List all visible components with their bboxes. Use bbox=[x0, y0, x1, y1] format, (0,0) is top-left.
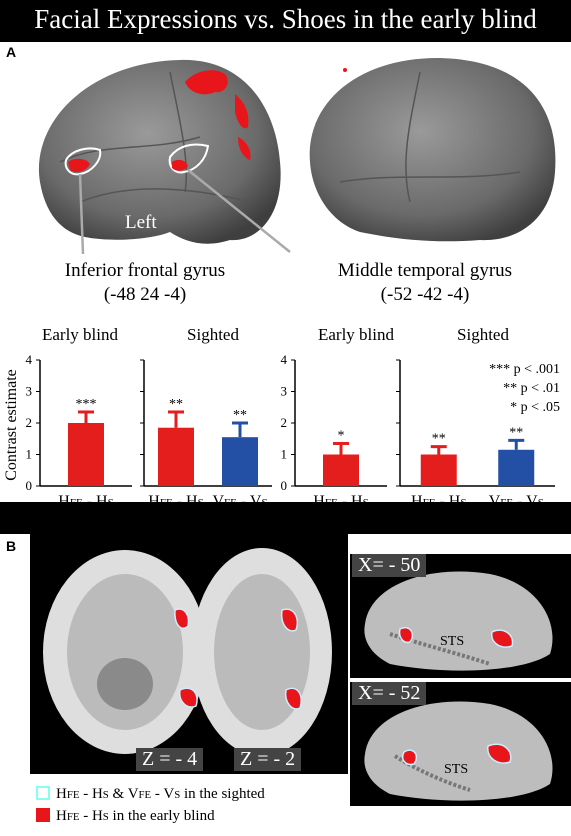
group-label-mtg-sighted: Sighted bbox=[457, 325, 509, 344]
leg0-c: - H bbox=[79, 786, 103, 802]
category-label-2-0: HFE - HS bbox=[313, 493, 368, 502]
ifg-connector-line bbox=[78, 173, 85, 255]
region1-name: Inferior frontal gyrus bbox=[64, 260, 226, 281]
leg0-d: S bbox=[102, 789, 109, 801]
group-label-ifg-sighted: Sighted bbox=[187, 325, 239, 344]
sig-1-1: ** bbox=[233, 408, 247, 423]
ytick-label-0-0: 0 bbox=[26, 478, 33, 493]
sig-legend-01: ** p < .01 bbox=[503, 381, 560, 396]
bar-0-0 bbox=[68, 423, 104, 486]
leg0-e: & V bbox=[108, 786, 139, 802]
region1-coords: (-48 24 -4) bbox=[103, 284, 187, 305]
region2-name: Middle temporal gyrus bbox=[337, 260, 513, 281]
figure-title: Facial Expressions vs. Shoes in the earl… bbox=[34, 4, 537, 34]
leg0-b: FE bbox=[66, 789, 80, 801]
leg0-g: - V bbox=[151, 786, 175, 802]
axial-slice-z4 bbox=[43, 550, 207, 754]
hemisphere-label: Left bbox=[125, 212, 157, 233]
ytick-label-2-2: 2 bbox=[281, 415, 288, 430]
mtg-connector-line bbox=[187, 169, 291, 253]
ytick-label-0-4: 4 bbox=[26, 352, 33, 367]
leg0-i: in the sighted bbox=[180, 786, 265, 802]
leg1-a: H bbox=[56, 808, 67, 824]
leg1-d: S bbox=[102, 811, 109, 823]
bar-1-0 bbox=[158, 427, 194, 486]
category-label-3-1: VFE - VS bbox=[489, 493, 544, 502]
panel-a: Left Inferior frontal gyrus (-48 24 -4) … bbox=[0, 42, 571, 502]
leg1-b: FE bbox=[66, 811, 80, 823]
sig-legend-001: *** p < .001 bbox=[489, 362, 560, 377]
leg0-h: S bbox=[174, 789, 181, 801]
panel-b-letter: B bbox=[6, 538, 17, 554]
sig-2-0: * bbox=[338, 428, 345, 443]
ytick-label-0-3: 3 bbox=[26, 384, 33, 399]
sig-0-0: *** bbox=[76, 397, 97, 412]
category-label-3-0: HFE - HS bbox=[411, 493, 466, 502]
panel-a-letter: A bbox=[6, 44, 17, 60]
panel-b: Z = - 4 Z = - 2 X= - 50 X= - 52 STS STS … bbox=[0, 534, 571, 836]
leg0-a: H bbox=[56, 786, 67, 802]
leg1-c: - H bbox=[79, 808, 103, 824]
sagittal-slice-x50 bbox=[350, 554, 571, 678]
sig-3-0: ** bbox=[432, 432, 446, 447]
ytick-label-0-2: 2 bbox=[26, 415, 33, 430]
axial-label-z4: Z = - 4 bbox=[136, 748, 204, 771]
sts-label-x52: STS bbox=[444, 762, 469, 777]
bar-3-1 bbox=[498, 449, 535, 486]
category-label-1-0: HFE - HS bbox=[148, 493, 203, 502]
leg1-e: in the early blind bbox=[108, 808, 215, 824]
activation-blobs bbox=[64, 68, 347, 176]
sig-3-1: ** bbox=[509, 425, 523, 440]
red-swatch bbox=[36, 808, 50, 822]
bar-2-0 bbox=[323, 454, 359, 486]
legend-row-early-blind: HFE - HS in the early blind bbox=[36, 808, 215, 825]
brain-renderings bbox=[38, 57, 556, 255]
bar-1-1 bbox=[222, 437, 258, 486]
ytick-label-2-0: 0 bbox=[281, 478, 288, 493]
group-label-mtg-early-blind: Early blind bbox=[317, 325, 394, 344]
sig-legend-05: * p < .05 bbox=[510, 400, 560, 415]
outline-swatch bbox=[36, 786, 50, 800]
category-label-0-0: HFE - HS bbox=[58, 493, 113, 502]
category-label-1-1: VFE - VS bbox=[212, 493, 267, 502]
ytick-label-2-4: 4 bbox=[281, 352, 288, 367]
axial-label-z2: Z = - 2 bbox=[234, 748, 302, 771]
region2-coords: (-52 -42 -4) bbox=[380, 284, 470, 305]
leg0-f: FE bbox=[138, 789, 152, 801]
legend-row-sighted: HFE - HS & VFE - VS in the sighted bbox=[36, 786, 265, 803]
ytick-label-2-3: 3 bbox=[281, 384, 288, 399]
sagittal-label-x50: X= - 50 bbox=[352, 554, 427, 577]
ytick-label-0-1: 1 bbox=[26, 447, 33, 462]
axial-slice-z2 bbox=[192, 534, 332, 774]
group-label-ifg-early-blind: Early blind bbox=[41, 325, 118, 344]
bar-3-0 bbox=[420, 454, 457, 486]
sts-label-x50: STS bbox=[440, 634, 465, 649]
significance-legend: *** p < .001 ** p < .01 * p < .05 bbox=[440, 360, 560, 417]
sig-1-0: ** bbox=[169, 397, 183, 412]
right-hemisphere-brain bbox=[309, 57, 556, 242]
sagittal-label-x52: X= - 52 bbox=[352, 682, 427, 705]
left-hemisphere-brain bbox=[38, 59, 281, 244]
ytick-label-2-1: 1 bbox=[281, 447, 288, 462]
